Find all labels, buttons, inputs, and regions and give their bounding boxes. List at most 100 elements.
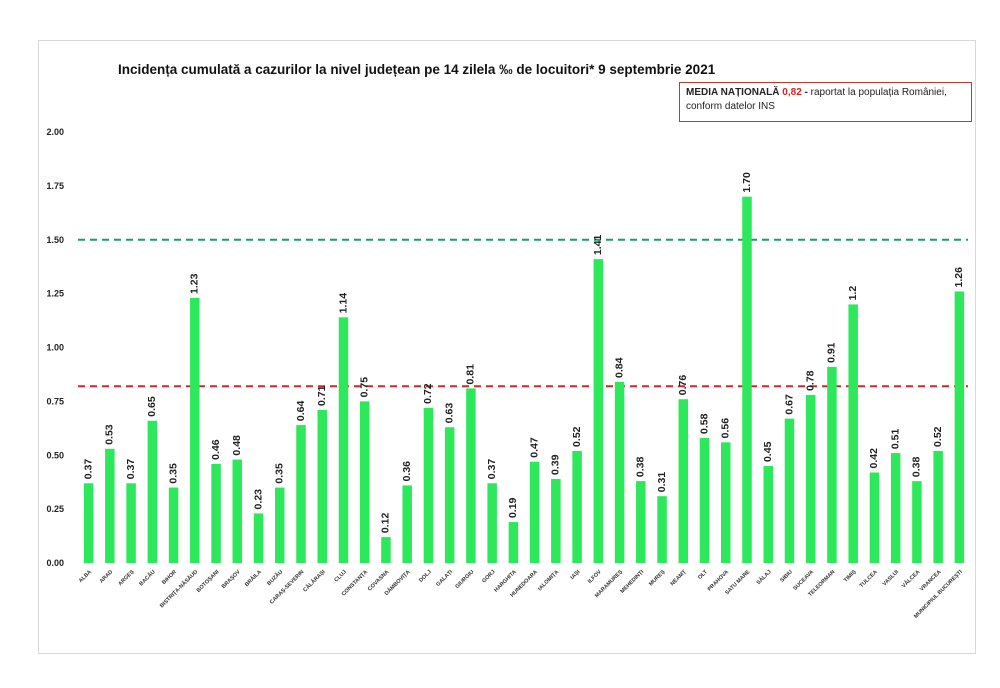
value-label: 0.37 xyxy=(486,459,498,480)
value-label: 0.39 xyxy=(550,454,562,475)
x-tick-label: TULCEA xyxy=(859,569,879,589)
x-tick-label: GORJ xyxy=(481,569,496,584)
value-label: 0.51 xyxy=(889,428,901,449)
y-tick-label: 0.00 xyxy=(46,558,64,568)
bar xyxy=(805,394,816,563)
x-tick-label: ALBA xyxy=(78,569,93,584)
bar xyxy=(423,407,434,563)
bar xyxy=(105,448,115,563)
bar xyxy=(296,425,306,563)
value-label: 0.64 xyxy=(295,400,307,421)
value-label: 0.23 xyxy=(252,489,264,510)
x-tick-label: BRAȘOV xyxy=(221,569,242,590)
bars xyxy=(83,196,965,563)
x-tick-label: SĂLAJ xyxy=(755,568,773,586)
x-tick-label: VÂLCEA xyxy=(900,568,921,589)
note-value: 0,82 xyxy=(782,87,802,98)
bar xyxy=(848,304,858,563)
y-tick-label: 2.00 xyxy=(46,127,64,137)
national-average-note: MEDIA NAȚIONALĂ 0,82 - raportat la popul… xyxy=(679,82,972,122)
x-tick-label: IALOMIȚA xyxy=(537,569,560,592)
bar xyxy=(487,483,497,563)
y-tick-label: 1.75 xyxy=(46,181,64,191)
y-tick-label: 1.25 xyxy=(46,289,64,299)
bar xyxy=(742,196,752,563)
value-label: 0.76 xyxy=(677,375,689,396)
value-label: 0.37 xyxy=(125,459,137,480)
value-label: 0.71 xyxy=(316,385,328,406)
x-tick-label: SIBIU xyxy=(779,569,794,584)
bar xyxy=(232,459,243,563)
value-label: 0.67 xyxy=(783,394,795,415)
bar xyxy=(699,438,710,563)
bar xyxy=(508,522,519,563)
x-tick-label: GIURGIU xyxy=(454,569,475,590)
value-label: 0.35 xyxy=(167,463,179,484)
value-label: 0.38 xyxy=(911,457,923,478)
x-tick-label: BOTOȘANI xyxy=(196,569,221,594)
value-label: 0.47 xyxy=(528,437,540,458)
bar xyxy=(784,418,795,563)
x-tick-label: MEHEDINȚI xyxy=(620,569,646,595)
bar xyxy=(402,485,412,563)
value-label: 1.2 xyxy=(847,286,859,301)
x-tick-label: OLT xyxy=(697,569,709,581)
x-tick-label: MUREȘ xyxy=(648,569,667,588)
bar xyxy=(954,291,965,563)
bar xyxy=(83,483,94,563)
value-label: 0.36 xyxy=(401,461,413,482)
chart-title: Incidența cumulată a cazurilor la nivel … xyxy=(118,62,716,77)
bar xyxy=(869,472,880,563)
bar xyxy=(827,366,837,563)
x-tick-label: ARGEȘ xyxy=(117,569,135,587)
bar xyxy=(912,481,922,563)
x-tick-label: GALAȚI xyxy=(435,569,454,588)
value-label: 0.91 xyxy=(826,342,838,363)
bar xyxy=(381,537,391,563)
value-label: 0.48 xyxy=(231,435,243,456)
x-tick-label: IAȘI xyxy=(570,569,582,581)
reference-lines xyxy=(78,238,968,388)
y-axis: 0.00 0.25 0.50 0.75 1.00 1.25 1.50 1.75 2.00 xyxy=(46,127,64,568)
value-label: 0.52 xyxy=(571,426,583,447)
value-label: 1.23 xyxy=(189,273,201,294)
value-label: 0.84 xyxy=(613,357,625,378)
y-tick-label: 1.00 xyxy=(46,343,64,353)
value-label: 0.58 xyxy=(698,413,710,434)
value-label: 0.53 xyxy=(104,424,116,445)
bar xyxy=(317,409,327,563)
value-label: 0.45 xyxy=(762,441,774,462)
value-label: 0.78 xyxy=(804,370,816,391)
x-tick-label: BRĂILA xyxy=(243,568,263,588)
bar xyxy=(933,450,943,563)
x-tick-label: DOLJ xyxy=(418,569,433,584)
bar xyxy=(211,463,221,563)
x-tick-label: CLUJ xyxy=(333,569,347,583)
x-tick-label: BIHOR xyxy=(161,569,178,586)
value-label: 1.26 xyxy=(953,267,965,288)
bar xyxy=(147,420,158,563)
value-label: 0.12 xyxy=(380,513,392,534)
value-label: 0.46 xyxy=(210,439,222,460)
y-tick-label: 0.75 xyxy=(46,396,64,406)
value-label: 0.75 xyxy=(358,377,370,398)
bar xyxy=(359,401,370,563)
bar xyxy=(190,297,200,563)
value-label: 0.81 xyxy=(465,364,477,385)
bar xyxy=(657,496,667,563)
note-label: MEDIA NAȚIONALĂ xyxy=(686,87,780,98)
bar xyxy=(614,381,625,563)
bar xyxy=(529,461,540,563)
bar xyxy=(126,483,136,563)
bar xyxy=(678,399,689,563)
note-text-line1: raportat la populația României, xyxy=(807,87,947,98)
bar xyxy=(253,513,264,563)
x-tick-label: TIMIȘ xyxy=(843,569,858,584)
bar xyxy=(572,450,582,563)
value-label: 0.19 xyxy=(507,497,519,518)
value-label: 0.52 xyxy=(932,426,944,447)
y-tick-label: 0.25 xyxy=(46,504,64,514)
value-label: 1.14 xyxy=(337,293,349,314)
bar xyxy=(551,478,561,563)
